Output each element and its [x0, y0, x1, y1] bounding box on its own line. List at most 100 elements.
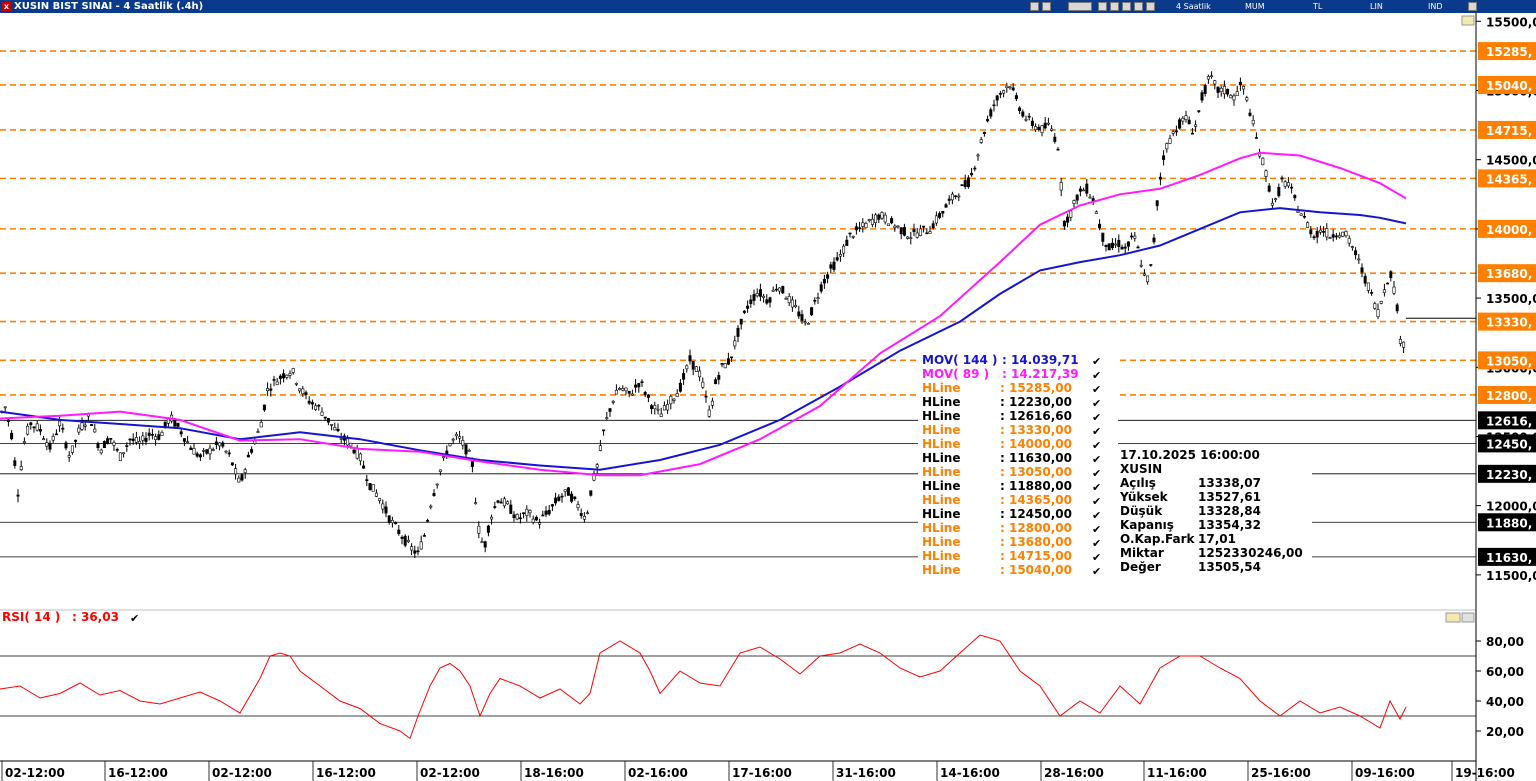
candle-body	[67, 455, 71, 458]
chart-type-button[interactable]: MUM	[1245, 2, 1265, 11]
candle-body	[598, 445, 602, 451]
candle-body	[378, 498, 382, 501]
candle-body	[986, 119, 990, 122]
legend-check-icon[interactable]: ✔	[1092, 537, 1101, 550]
info-value: 17,01	[1198, 532, 1236, 546]
candle-body	[512, 514, 516, 518]
chart-style-icon[interactable]	[1098, 2, 1107, 11]
legend-check-icon[interactable]: ✔	[1092, 355, 1101, 368]
legend-check-icon[interactable]: ✔	[1092, 495, 1101, 508]
candle-body	[730, 356, 734, 359]
candle-body	[707, 409, 711, 417]
legend-check-icon[interactable]: ✔	[1092, 509, 1101, 522]
candle-body	[630, 393, 634, 396]
candle-body	[774, 288, 778, 291]
legend-item-value: : 12230,00	[1000, 395, 1072, 409]
legend-item-name: HLine	[922, 549, 960, 563]
candle-body	[1104, 244, 1108, 247]
period-selector-icon[interactable]	[1068, 2, 1092, 11]
legend-check-icon[interactable]: ✔	[1092, 453, 1101, 466]
candle-body	[931, 223, 935, 229]
candle-body	[1242, 86, 1246, 90]
timeframe-button[interactable]: 4 Saatlik	[1176, 2, 1211, 11]
arrow-icon[interactable]	[1468, 2, 1477, 11]
legend-check-icon[interactable]: ✔	[1092, 481, 1101, 494]
candle-body	[525, 508, 529, 516]
legend-check-icon[interactable]: ✔	[1092, 397, 1101, 410]
legend-check-icon[interactable]: ✔	[1092, 467, 1101, 480]
zoom-icon[interactable]	[1030, 2, 1039, 11]
candle-body	[371, 484, 375, 492]
candle-body	[694, 366, 698, 372]
candle-body	[490, 516, 494, 520]
legend-check-icon[interactable]: ✔	[1092, 439, 1101, 452]
candle-body	[803, 321, 807, 324]
candle-body	[1018, 107, 1022, 112]
legend-check-icon[interactable]: ✔	[1092, 565, 1101, 578]
candle-body	[234, 468, 238, 475]
candle-body	[688, 355, 692, 362]
chart-canvas[interactable]: 15500,015000,014500,014000,013500,013000…	[0, 13, 1536, 781]
legend-check-icon[interactable]: ✔	[1092, 551, 1101, 564]
candle-body	[1206, 76, 1210, 80]
grid-icon[interactable]	[1110, 2, 1119, 11]
candle-body	[1341, 231, 1345, 237]
candle-body	[586, 512, 590, 515]
candle-body	[627, 390, 631, 394]
pencil-icon[interactable]	[1134, 2, 1143, 11]
candle-body	[954, 195, 958, 198]
rsi-restore-icon[interactable]	[1445, 612, 1461, 623]
candle-body	[848, 232, 852, 235]
candle-body	[1264, 170, 1268, 177]
currency-button[interactable]: TL	[1313, 2, 1323, 11]
rsi-close-icon[interactable]	[1461, 612, 1475, 623]
candle-body	[1402, 341, 1406, 348]
time-tick-label: 16-12:00	[108, 766, 168, 780]
candle-body	[794, 305, 798, 307]
indicator-button[interactable]: IND	[1428, 2, 1443, 11]
candle-body	[963, 180, 967, 188]
candle-body	[99, 449, 103, 454]
candle-body	[1322, 231, 1326, 233]
candle-body	[1328, 237, 1332, 239]
legend-check-icon[interactable]: ✔	[1092, 369, 1101, 382]
legend-check-icon[interactable]: ✔	[1092, 383, 1101, 396]
legend-item-name: HLine	[922, 381, 960, 395]
pane-maximize-icon[interactable]	[1461, 15, 1475, 26]
candle-body	[1395, 304, 1399, 312]
price-tick-label: 14500,0	[1486, 154, 1536, 168]
candle-body	[224, 450, 228, 453]
candle-body	[1133, 235, 1137, 239]
candle-body	[1142, 273, 1146, 276]
candle-body	[560, 495, 564, 498]
legend-check-icon[interactable]: ✔	[1092, 411, 1101, 424]
settings-icon[interactable]	[1146, 2, 1155, 11]
price-tag	[1478, 169, 1536, 188]
candle-body	[522, 512, 526, 515]
time-tick-label: 16-12:00	[316, 766, 376, 780]
legend-item-value: : 14365,00	[1000, 493, 1072, 507]
candle-body	[397, 529, 401, 534]
candle-body	[1088, 196, 1092, 199]
candle-body	[6, 419, 10, 422]
candle-body	[157, 434, 161, 440]
rsi-check-icon[interactable]: ✔	[130, 612, 139, 625]
scale-button[interactable]: LIN	[1370, 2, 1383, 11]
candle-body	[115, 449, 119, 451]
undo-icon[interactable]	[1042, 2, 1051, 11]
legend-check-icon[interactable]: ✔	[1092, 425, 1101, 438]
candle-body	[1005, 85, 1009, 89]
candle-body	[592, 473, 596, 481]
price-tag	[1478, 75, 1536, 94]
candle-body	[992, 104, 996, 107]
candle-body	[1152, 237, 1156, 243]
candle-body	[624, 387, 628, 392]
candle-body	[326, 417, 330, 423]
candle-body	[419, 541, 423, 550]
legend-check-icon[interactable]: ✔	[1092, 523, 1101, 536]
draw-icon[interactable]	[1122, 2, 1131, 11]
candle-body	[1219, 87, 1223, 93]
candle-body	[934, 215, 938, 224]
candle-body	[995, 95, 999, 101]
candle-body	[310, 402, 314, 405]
